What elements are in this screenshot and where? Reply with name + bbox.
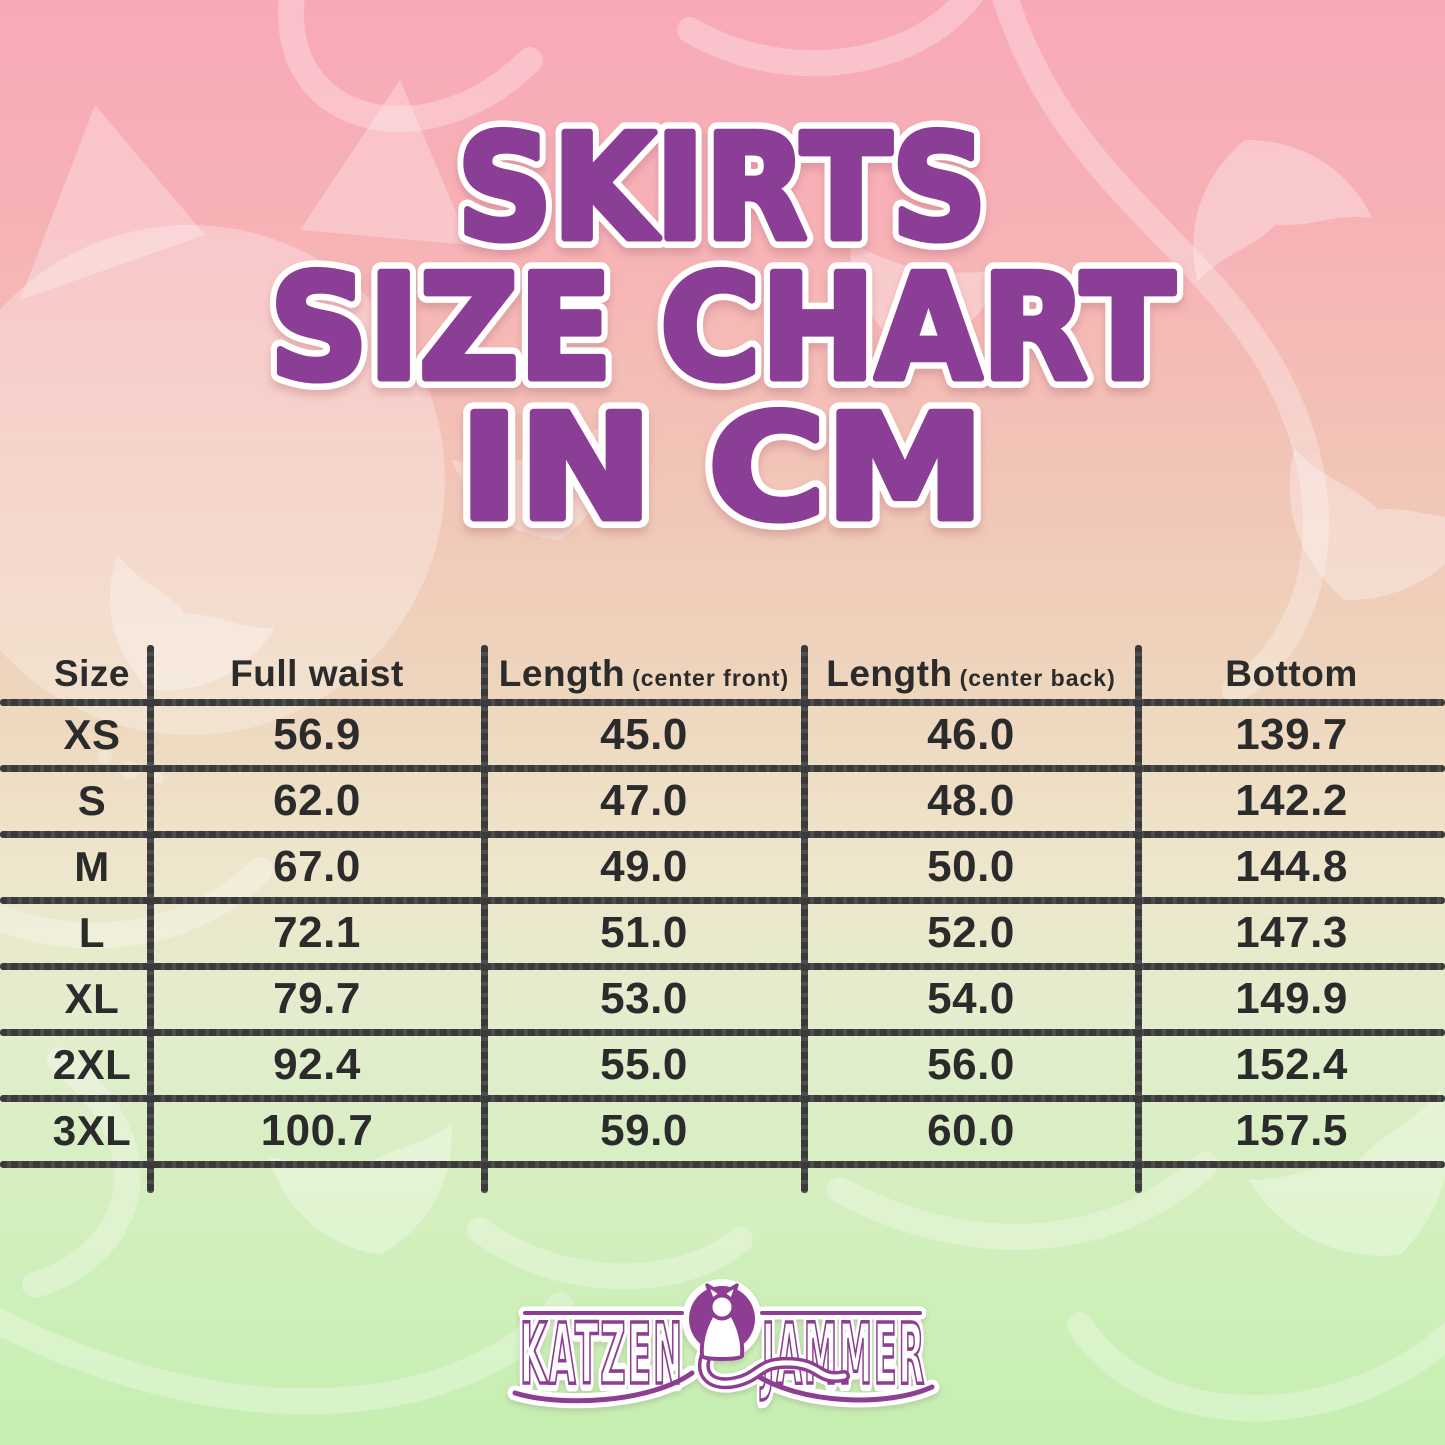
cell-size: S [77, 777, 107, 824]
cell-length-back: 60.0 [927, 1106, 1015, 1155]
cell-bottom: 157.5 [1235, 1106, 1348, 1155]
cell-size: 2XL [52, 1041, 132, 1088]
cell-length-back: 50.0 [927, 842, 1015, 891]
cell-full-waist: 92.4 [273, 1040, 361, 1089]
cell-length-front: 59.0 [600, 1106, 688, 1155]
col-header-size: Size [0, 653, 150, 695]
brand-logo: KATZEN JAMMER KATZEN JAMMER [507, 1279, 940, 1409]
table-row-m: M 67.0 49.0 50.0 144.8 [0, 834, 1445, 900]
cell-length-front: 49.0 [600, 842, 688, 891]
table-grid-line-h7 [0, 1095, 1445, 1102]
col-header-bottom-label: Bottom [1225, 652, 1358, 694]
table-grid-line-h2 [0, 765, 1445, 772]
col-header-length-back-label: Length [826, 652, 953, 694]
col-header-size-label: Size [53, 652, 131, 694]
pattern-swirls [0, 0, 1445, 1408]
table-grid-line-v3 [801, 645, 808, 1193]
cell-size: 3XL [52, 1107, 132, 1154]
cell-full-waist: 67.0 [273, 842, 361, 891]
col-header-bottom: Bottom [1138, 653, 1445, 695]
table-grid-line-v1 [147, 645, 154, 1193]
cell-bottom: 139.7 [1235, 710, 1348, 759]
cell-full-waist: 56.9 [273, 710, 361, 759]
pattern-cat-head [0, 80, 470, 784]
col-header-length-front: Length (center front) [484, 653, 804, 695]
col-header-full-waist: Full waist [150, 653, 484, 695]
cell-size: L [78, 909, 106, 956]
cell-length-front: 47.0 [600, 776, 688, 825]
col-header-length-front-label: Length [498, 652, 626, 694]
col-header-full-waist-label: Full waist [230, 652, 404, 694]
table-grid-line-v4 [1135, 645, 1142, 1193]
table-grid-line-h3 [0, 831, 1445, 838]
title-line-1-outline: SKIRTS [457, 104, 987, 273]
cat-icon [698, 1283, 850, 1390]
cell-length-front: 51.0 [600, 908, 688, 957]
page-title: SKIRTS SKIRTS SIZE CHART SIZE CHART IN C… [260, 94, 1185, 563]
table-row-3xl: 3XL 100.7 59.0 60.0 157.5 [0, 1098, 1445, 1164]
table-row-xl: XL 79.7 53.0 54.0 149.9 [0, 966, 1445, 1032]
size-table: Size Full waist Length (center front) Len… [0, 645, 1445, 1164]
title-line-1: SKIRTS [457, 104, 987, 273]
cell-length-back: 52.0 [927, 908, 1015, 957]
cell-size: XL [64, 975, 120, 1022]
cell-full-waist: 79.7 [273, 974, 361, 1023]
col-header-length-front-sub: (center front) [632, 664, 790, 691]
cell-full-waist: 62.0 [273, 776, 361, 825]
cell-length-front: 45.0 [600, 710, 688, 759]
cell-length-back: 54.0 [927, 974, 1015, 1023]
pattern-ginkgo-leaves [110, 139, 1445, 1256]
cell-length-front: 53.0 [600, 974, 688, 1023]
cell-length-front: 55.0 [600, 1040, 688, 1089]
table-row-2xl: 2XL 92.4 55.0 56.0 152.4 [0, 1032, 1445, 1098]
logo-ink: KATZEN JAMMER [512, 1283, 935, 1404]
table-row-xs: XS 56.9 45.0 46.0 139.7 [0, 702, 1445, 768]
cell-length-back: 56.0 [927, 1040, 1015, 1089]
cell-bottom: 147.3 [1235, 908, 1348, 957]
cell-bottom: 149.9 [1235, 974, 1348, 1023]
table-grid-line-h6 [0, 1029, 1445, 1036]
table-grid-line-h1 [0, 699, 1445, 706]
title-line-3-outline: IN CM [460, 384, 985, 553]
col-header-length-back-sub: (center back) [959, 664, 1116, 691]
title-line-3: IN CM [460, 384, 985, 553]
cell-length-back: 48.0 [927, 776, 1015, 825]
col-header-length-back: Length (center back) [804, 653, 1138, 695]
table-row-l: L 72.1 51.0 52.0 147.3 [0, 900, 1445, 966]
table-row-s: S 62.0 47.0 48.0 142.2 [0, 768, 1445, 834]
cell-size: M [74, 843, 110, 890]
logo-word-right: JAMMER [760, 1305, 926, 1403]
table-grid-line-v2 [481, 645, 488, 1193]
cell-full-waist: 72.1 [273, 908, 361, 957]
cell-full-waist: 100.7 [260, 1106, 374, 1155]
table-grid-line-h5 [0, 963, 1445, 970]
cell-bottom: 152.4 [1235, 1040, 1348, 1089]
title-line-2-outline: SIZE CHART [270, 244, 1175, 413]
table-grid-line-h8 [0, 1161, 1445, 1168]
table-header-row: Size Full waist Length (center front) Len… [0, 645, 1445, 702]
cell-bottom: 142.2 [1235, 776, 1348, 825]
table-grid-line-h4 [0, 897, 1445, 904]
cell-length-back: 46.0 [927, 710, 1015, 759]
title-line-2: SIZE CHART [270, 244, 1175, 413]
cell-size: XS [63, 711, 121, 758]
cell-bottom: 144.8 [1235, 842, 1348, 891]
logo-word-left: KATZEN [520, 1305, 684, 1403]
